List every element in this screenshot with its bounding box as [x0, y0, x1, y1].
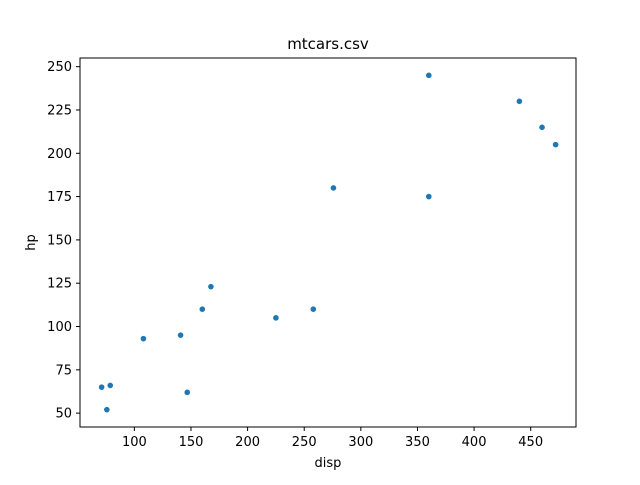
data-point [425, 193, 432, 200]
x-axis-label: disp [315, 456, 342, 471]
plot-frame [79, 57, 577, 428]
data-point [107, 382, 114, 389]
data-point [104, 406, 110, 413]
data-point [516, 98, 523, 105]
x-tick-label: 150 [179, 435, 204, 450]
x-tick-label: 400 [462, 435, 487, 450]
data-point [98, 384, 105, 390]
data-point [208, 283, 214, 290]
y-tick-label: 250 [47, 60, 72, 75]
data-point [425, 72, 432, 79]
chart-title: mtcars.csv [287, 35, 369, 53]
data-point [184, 389, 191, 396]
data-point [330, 185, 337, 191]
data-point [177, 332, 184, 338]
data-point [539, 124, 545, 131]
y-tick-label: 200 [47, 147, 72, 162]
x-axis-ticks: 100 150 200 250 300 350 400 450 [122, 427, 543, 450]
y-tick-label: 225 [47, 103, 72, 118]
y-tick-label: 50 [55, 407, 72, 422]
x-tick-label: 200 [235, 435, 260, 450]
y-tick-label: 75 [55, 363, 72, 378]
plot-background [80, 58, 576, 427]
x-tick-label: 350 [405, 435, 430, 450]
data-point [140, 335, 147, 342]
data-point [552, 141, 559, 148]
y-tick-label: 150 [47, 233, 72, 248]
data-point [310, 306, 317, 313]
x-tick-label: 450 [518, 435, 543, 450]
data-point [199, 306, 206, 313]
x-tick-label: 300 [348, 435, 373, 450]
x-tick-label: 250 [292, 435, 317, 450]
x-tick-label: 100 [122, 435, 147, 450]
y-axis-label: hp [24, 234, 39, 251]
y-tick-label: 175 [47, 190, 72, 205]
data-point [273, 315, 279, 321]
y-tick-label: 100 [47, 320, 72, 335]
y-tick-label: 125 [47, 277, 72, 292]
data-points [98, 72, 559, 413]
y-axis-ticks: 50 75 100 125 150 175 200 225 250 [47, 60, 80, 422]
